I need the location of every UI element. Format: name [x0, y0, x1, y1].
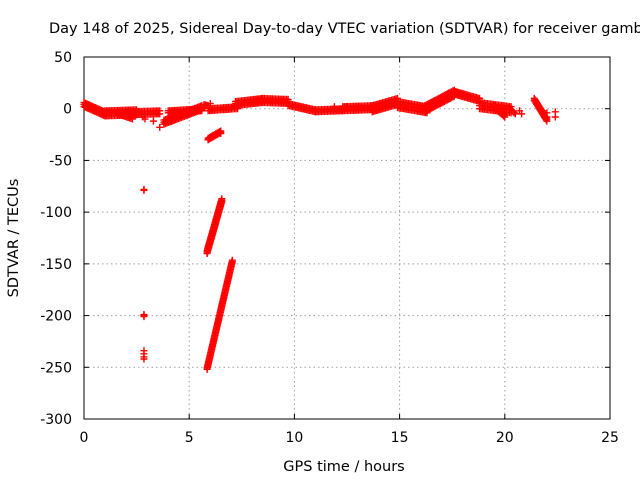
- data-point: [141, 115, 149, 123]
- axis-ticks: 0 5 10 15 20 25 -300 -250 -200 -150 -100 -50 0 50: [40, 50, 619, 446]
- y-tick-label: -50: [49, 153, 72, 169]
- data-point: [217, 130, 225, 138]
- data-point: [510, 109, 518, 117]
- x-tick-label: 20: [496, 430, 514, 446]
- grid: [84, 57, 610, 419]
- data-point: [539, 107, 547, 115]
- y-tick-label: -250: [40, 360, 72, 376]
- data-point: [198, 107, 206, 115]
- x-tick-label: 5: [185, 430, 194, 446]
- data-point: [140, 313, 148, 321]
- plot-frame: [83, 56, 611, 420]
- data-point: [501, 113, 509, 121]
- y-tick-label: 50: [54, 50, 72, 66]
- data-point: [206, 100, 214, 108]
- y-tick-label: -150: [40, 257, 72, 273]
- x-tick-label: 25: [601, 430, 619, 446]
- data-point: [228, 256, 236, 264]
- data-point: [140, 185, 148, 193]
- y-tick-label: 0: [63, 102, 72, 118]
- data-point: [543, 113, 551, 121]
- y-tick-label: -200: [40, 309, 72, 325]
- data-point: [213, 131, 221, 139]
- data-point: [149, 117, 157, 125]
- data-point: [518, 110, 526, 118]
- data-point: [551, 113, 559, 121]
- data-point: [330, 103, 338, 111]
- data-point: [218, 195, 226, 203]
- data-point: [204, 136, 212, 144]
- chart-title: Day 148 of 2025, Sidereal Day-to-day VTE…: [49, 21, 640, 37]
- data-point: [511, 110, 519, 118]
- data-point: [542, 114, 550, 122]
- y-tick-label: -300: [40, 412, 72, 428]
- x-tick-label: 15: [391, 430, 409, 446]
- y-axis-label: SDTVAR / TECUs: [6, 179, 22, 298]
- y-tick-label: -100: [40, 205, 72, 221]
- data-point: [343, 103, 351, 111]
- x-axis-label: GPS time / hours: [283, 459, 404, 475]
- x-tick-label: 0: [80, 430, 89, 446]
- data-point: [156, 110, 164, 118]
- data-point: [500, 112, 508, 120]
- x-tick-label: 10: [285, 430, 303, 446]
- data-point: [140, 355, 148, 363]
- series-sdtvar: [80, 86, 559, 373]
- data-point: [156, 123, 164, 131]
